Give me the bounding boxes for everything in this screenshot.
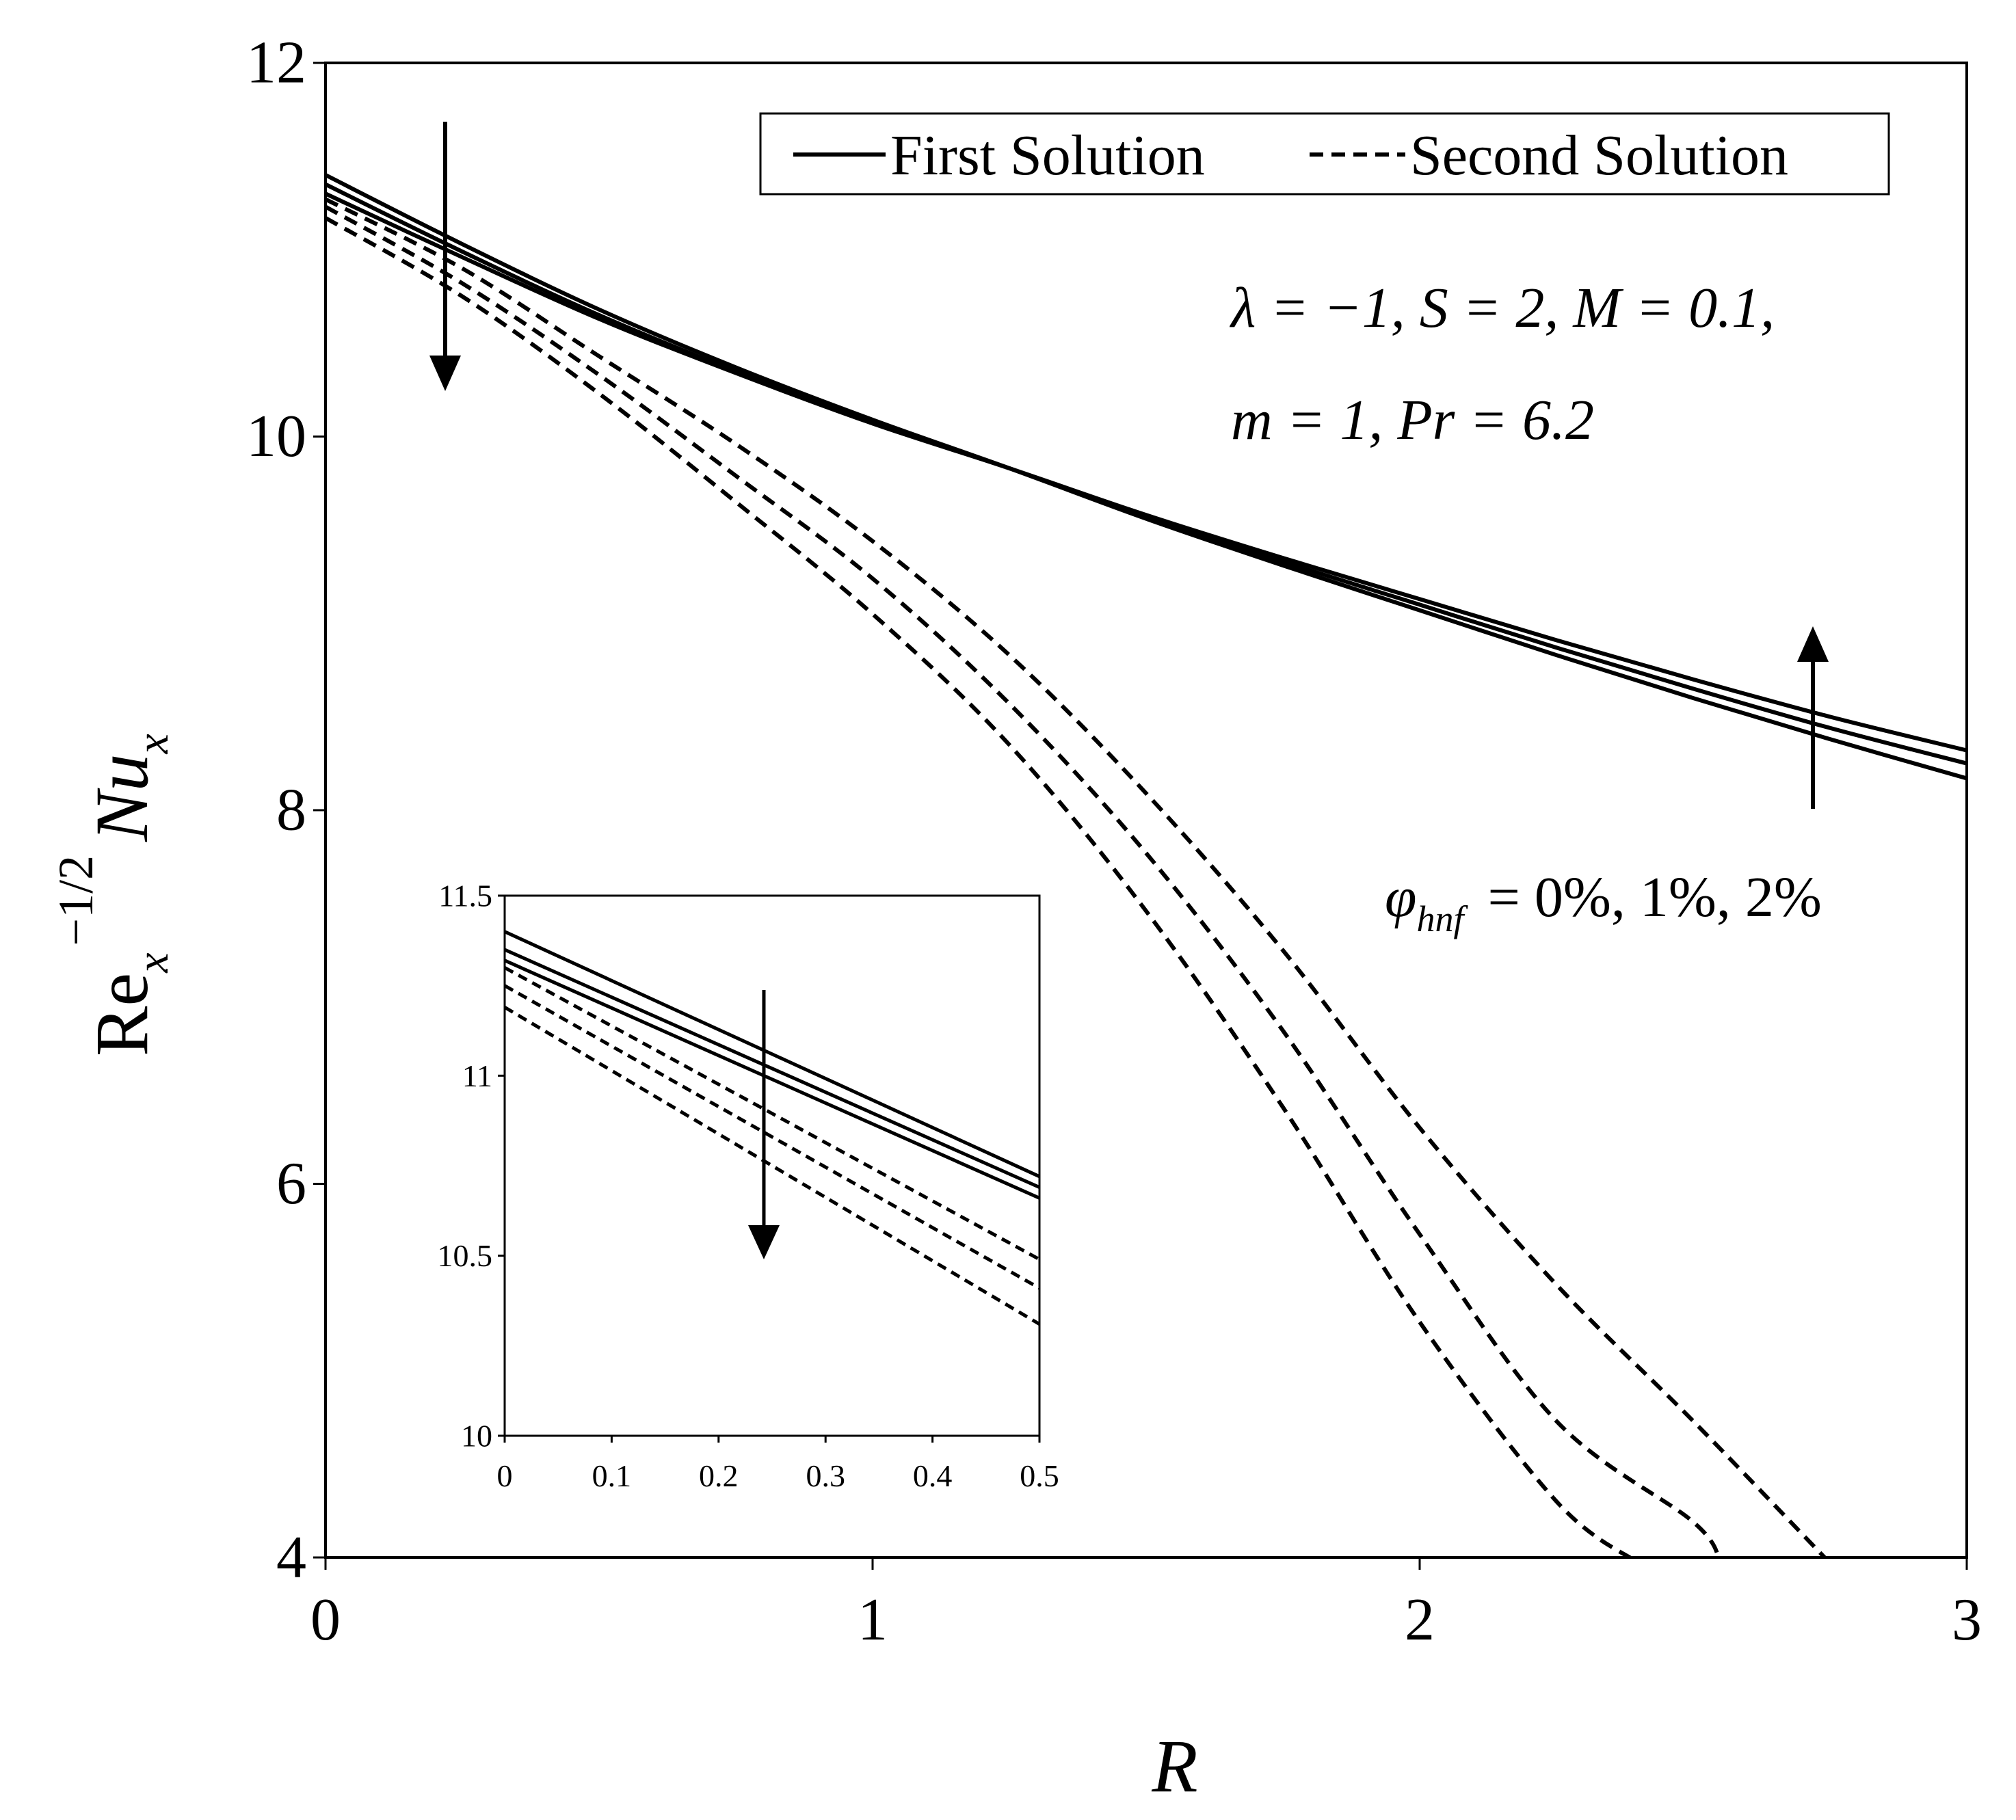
inset-axis-ticks: 0 0.1 0.2 0.3 0.4 0.5 10 10.5 11 11.5 <box>438 879 1059 1494</box>
main-plot-frame <box>324 62 1968 1559</box>
params-line-1: λ = −1, S = 2, M = 0.1, <box>1229 276 1775 340</box>
main-series-group <box>326 173 1967 1557</box>
inset-x-tick-label-4: 0.4 <box>913 1458 953 1493</box>
inset-series-first-solution-1 <box>505 948 1039 1189</box>
y-label-sub2: x <box>128 734 178 754</box>
inset-series-second-solution-3 <box>505 966 1039 1261</box>
phi-values: = 0%, 1%, 2% <box>1474 866 1822 929</box>
inset-series-first-solution-0 <box>505 930 1039 1179</box>
y-label-sup: −1/2 <box>49 855 103 946</box>
inset-x-tick-label-5: 0.5 <box>1020 1458 1059 1493</box>
main-y-tick-label-1: 6 <box>276 1151 306 1217</box>
main-x-tick-label-2: 2 <box>1405 1587 1435 1653</box>
inset-background <box>505 896 1039 1436</box>
main-x-tick-label-3: 3 <box>1952 1587 1982 1653</box>
arrow-down-inset <box>748 990 780 1259</box>
legend-first-solution: First Solution <box>890 124 1205 187</box>
arrow-up-main <box>1797 626 1829 809</box>
inset-x-tick-label-0: 0 <box>497 1458 513 1493</box>
phi-annotation: φhnf = 0%, 1%, 2% <box>1385 866 1822 939</box>
inset-x-tick-label-2: 0.2 <box>699 1458 739 1493</box>
phi-subscript: hnf <box>1416 898 1468 939</box>
main-series-second-solution-3 <box>326 197 1828 1557</box>
inset-series-first-solution-2 <box>505 959 1039 1200</box>
y-label-sub1: x <box>128 953 178 974</box>
main-y-tick-label-0: 4 <box>276 1525 306 1591</box>
main-y-tick-label-2: 8 <box>276 777 306 844</box>
legend: First Solution Second Solution <box>759 112 1890 196</box>
main-series-second-solution-4 <box>326 204 1721 1557</box>
y-label-re: Re <box>80 973 163 1056</box>
main-x-tick-label-0: 0 <box>310 1587 341 1653</box>
main-y-tick-label-3: 10 <box>246 403 306 470</box>
inset-y-tick-label-1: 10.5 <box>438 1238 493 1273</box>
main-series-first-solution-2 <box>326 173 1967 781</box>
inset-x-tick-label-3: 0.3 <box>806 1458 845 1493</box>
y-label-nu: Nu <box>80 754 163 842</box>
legend-second-solution: Second Solution <box>1410 124 1788 187</box>
arrow-down-main <box>429 122 461 391</box>
main-x-tick-label-1: 1 <box>858 1587 888 1653</box>
params-line-2: m = 1, Pr = 6.2 <box>1231 388 1594 452</box>
main-series-second-solution-5 <box>326 216 1634 1557</box>
inset-series-second-solution-5 <box>505 1006 1039 1326</box>
main-y-tick-label-4: 12 <box>246 30 306 96</box>
inset-plot-frame <box>503 894 1041 1437</box>
inset-series-group <box>505 930 1039 1326</box>
inset-plot: 0 0.1 0.2 0.3 0.4 0.5 10 10.5 11 11.5 <box>438 879 1059 1494</box>
main-series-first-solution-1 <box>326 182 1967 766</box>
x-axis-label: R <box>1151 1724 1197 1808</box>
y-axis-label: Rex−1/2Nux <box>49 734 178 1056</box>
inset-x-tick-label-1: 0.1 <box>592 1458 632 1493</box>
legend-box <box>759 112 1890 196</box>
inset-y-tick-label-2: 11 <box>462 1058 492 1093</box>
inset-y-tick-label-3: 11.5 <box>438 879 492 913</box>
phi-symbol: φ <box>1385 866 1416 929</box>
inset-series-second-solution-4 <box>505 984 1039 1290</box>
inset-y-tick-label-0: 10 <box>461 1419 492 1454</box>
